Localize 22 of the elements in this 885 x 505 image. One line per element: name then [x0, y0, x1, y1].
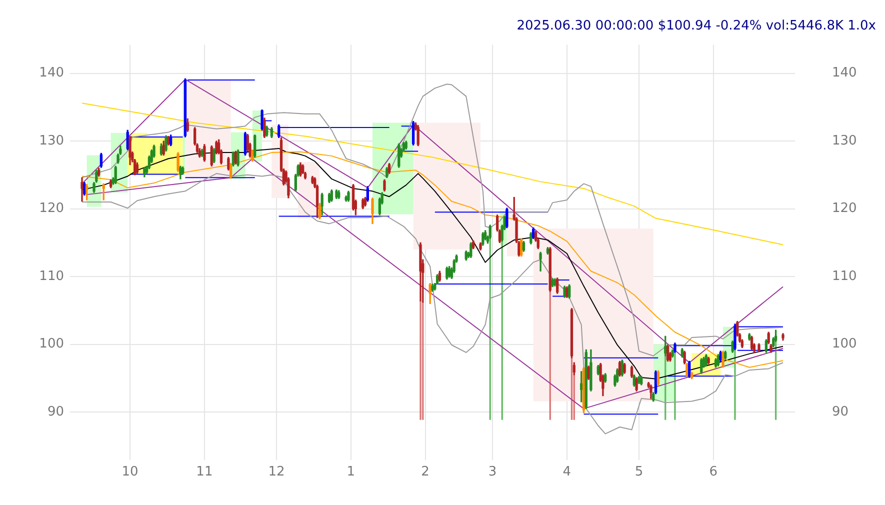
- x-tick-label: 1: [346, 464, 356, 480]
- x-tick-label: 10: [122, 464, 138, 480]
- x-tick-label: 12: [268, 464, 285, 480]
- y2-tick-label: 90: [832, 404, 849, 420]
- y-tick-label: 130: [39, 133, 64, 148]
- chart-title: 2025.06.30 00:00:00 $100.94 -0.24% vol:5446.8K 1.0x: [516, 18, 876, 34]
- y-tick-label: 110: [39, 268, 64, 284]
- y2-tick-label: 140: [832, 66, 857, 81]
- y-tick-label: 100: [39, 336, 64, 352]
- y-tick-label: 90: [47, 404, 64, 420]
- y2-tick-label: 120: [832, 201, 857, 216]
- x-tick-label: 3: [488, 464, 497, 480]
- y-tick-label: 120: [39, 201, 64, 216]
- y2-tick-label: 100: [832, 336, 857, 352]
- x-tick-label: 4: [562, 464, 572, 480]
- y-tick-label: 140: [39, 66, 64, 81]
- x-tick-label: 6: [709, 464, 718, 480]
- x-tick-label: 2: [421, 464, 430, 480]
- y2-tick-label: 130: [832, 133, 857, 148]
- x-tick-label: 5: [634, 464, 644, 480]
- x-tick-label: 11: [196, 464, 213, 480]
- y2-tick-label: 110: [832, 268, 857, 284]
